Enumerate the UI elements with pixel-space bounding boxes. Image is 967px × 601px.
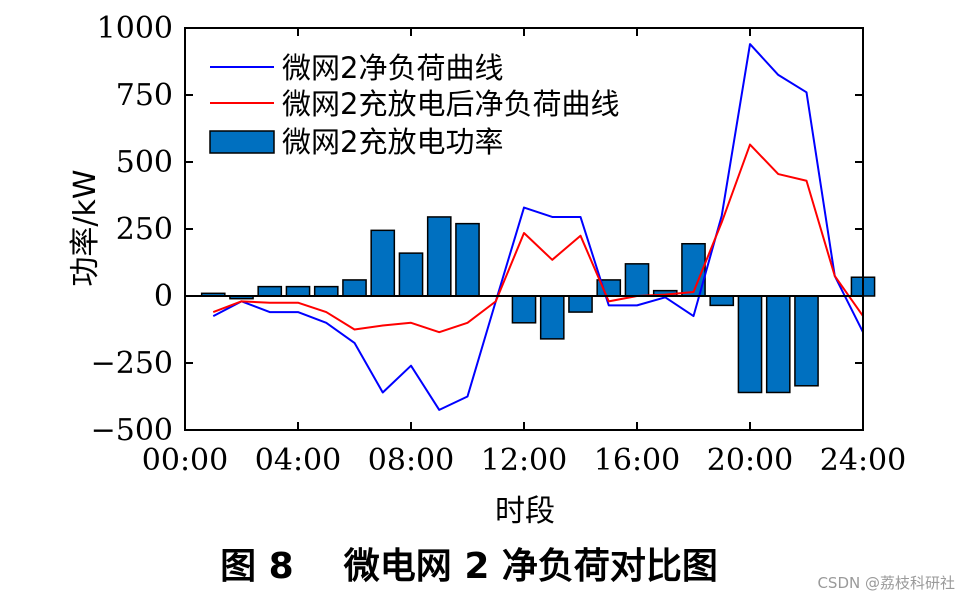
y-tick-label: 1000 (97, 11, 173, 46)
x-tick-label: 16:00 (594, 443, 680, 478)
bar (257, 285, 283, 297)
y-tick-label: 500 (116, 145, 173, 180)
bar (539, 295, 565, 340)
bars-layer (200, 216, 876, 394)
series-line-net-load (212, 43, 864, 411)
bar (285, 285, 311, 297)
y-axis-title: 功率/kW (68, 169, 103, 286)
watermark: CSDN @荔枝科研社 (817, 574, 955, 592)
bar (398, 252, 424, 297)
legend-swatch-power (209, 130, 275, 154)
bar (313, 285, 339, 297)
x-tick-label: 04:00 (255, 443, 341, 478)
bar (426, 216, 452, 297)
ticks-layer (184, 27, 864, 431)
legend-label-net-load-after: 微网2充放电后净负荷曲线 (282, 87, 619, 121)
y-tick-label: −250 (91, 346, 173, 381)
x-tick-label: 12:00 (481, 443, 567, 478)
y-tick-label: −500 (91, 413, 173, 448)
x-axis-title: 时段 (495, 494, 555, 529)
series-line-net-load-after (212, 143, 864, 334)
x-tick-label: 20:00 (707, 443, 793, 478)
x-tick-label: 08:00 (368, 443, 454, 478)
y-tick-labels: −500 −250 0 250 500 750 1000 (91, 11, 173, 448)
bar (342, 279, 367, 297)
y-tick-label: 750 (116, 78, 173, 113)
y-tick-label: 0 (154, 279, 173, 314)
legend: 微网2净负荷曲线 微网2充放电后净负荷曲线 微网2充放电功率 (209, 51, 619, 159)
bar (737, 295, 763, 394)
legend-label-net-load: 微网2净负荷曲线 (282, 51, 503, 85)
x-tick-labels: 00:00 04:00 08:00 12:00 16:00 20:00 24:00 (142, 443, 906, 478)
x-tick-label: 24:00 (820, 443, 906, 478)
bar (455, 222, 480, 297)
bar (709, 295, 735, 307)
bar (765, 295, 791, 394)
bar (624, 263, 650, 297)
bar (511, 295, 537, 324)
bar (568, 295, 593, 313)
legend-label-power: 微网2充放电功率 (282, 125, 503, 159)
figure-caption: 图 8 微电网 2 净负荷对比图 (220, 546, 718, 587)
bar (370, 229, 396, 297)
lines-layer (212, 43, 864, 411)
bar (794, 295, 819, 387)
x-tick-label: 00:00 (142, 443, 228, 478)
y-tick-label: 250 (116, 212, 173, 247)
